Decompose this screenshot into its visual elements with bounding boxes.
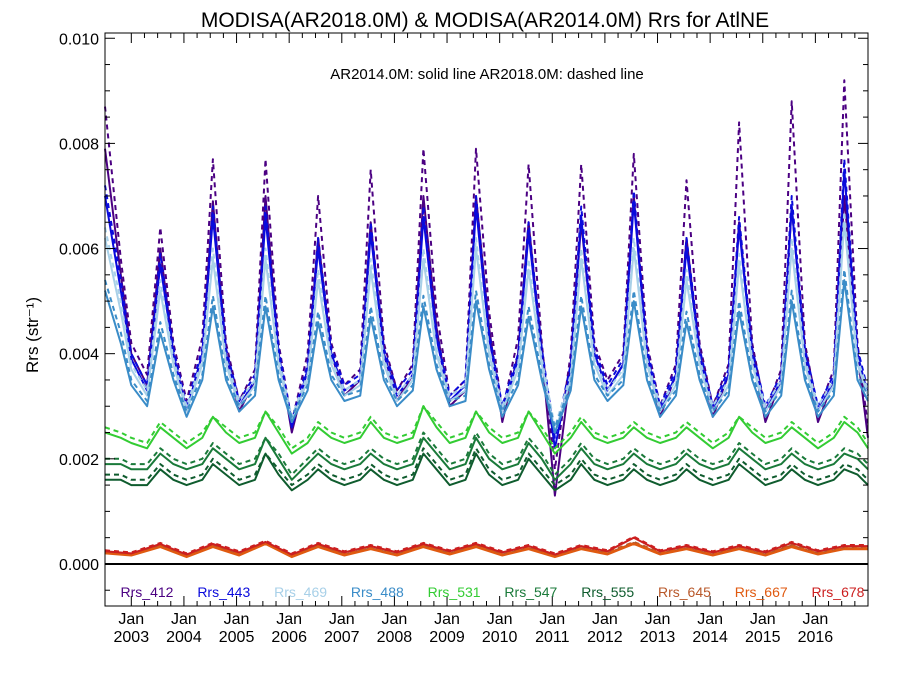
rrs-531-dashed-line [104, 405, 869, 450]
x-tick-year-label: 2014 [692, 629, 728, 646]
rrs-678-solid-line [104, 536, 868, 556]
x-tick-year-label: 2015 [745, 629, 781, 646]
x-axis-ticks: Jan2003Jan2004Jan2005Jan2006Jan2007Jan20… [114, 33, 856, 646]
legend-item-rrs-443: Rrs_443 [197, 584, 250, 600]
rrs-469-solid-line [104, 221, 869, 434]
x-tick-year-label: 2011 [535, 629, 570, 646]
x-tick-month-label: Jan [750, 611, 776, 628]
legend-item-rrs-469: Rrs_469 [274, 584, 327, 600]
rrs-469-dashed-line [104, 210, 869, 429]
x-tick-month-label: Jan [592, 611, 618, 628]
rrs-488-dashed-line [104, 268, 869, 429]
plot-lines [104, 79, 869, 559]
x-tick-month-label: Jan [171, 611, 197, 628]
legend-item-rrs-645: Rrs_645 [658, 584, 711, 600]
y-axis-ticks: 0.000 0.002 0.004 0.006 0.008 0.010 [59, 31, 868, 591]
x-tick-month-label: Jan [697, 611, 723, 628]
x-tick-year-label: 2005 [219, 629, 255, 646]
rrs-555-solid-line [105, 452, 869, 492]
x-tick-year-label: 2012 [587, 629, 623, 646]
y-tick-label: 0.006 [59, 242, 99, 259]
legend: Rrs_412 Rrs_443 Rrs_469 Rrs_488 Rrs_531 Rrs_5… [121, 584, 865, 600]
x-tick-month-label: Jan [382, 611, 408, 628]
x-tick-month-label: Jan [118, 611, 144, 628]
y-tick-label: 0.000 [59, 557, 99, 574]
x-tick-year-label: 2003 [114, 629, 150, 646]
x-tick-month-label: Jan [539, 611, 565, 628]
x-tick-year-label: 2007 [324, 629, 360, 646]
rrs-443-dashed-line [104, 158, 869, 439]
rrs-678-dashed-line [104, 535, 868, 555]
y-tick-label: 0.002 [59, 452, 99, 469]
x-tick-year-label: 2010 [482, 629, 518, 646]
legend-item-rrs-555: Rrs_555 [581, 584, 634, 600]
x-tick-year-label: 2009 [429, 629, 465, 646]
legend-item-rrs-531: Rrs_531 [428, 584, 481, 600]
x-tick-month-label: Jan [802, 611, 828, 628]
rrs-531-solid-line [104, 405, 869, 455]
y-tick-label: 0.004 [59, 347, 99, 364]
x-tick-year-label: 2008 [377, 629, 413, 646]
x-tick-year-label: 2013 [640, 629, 676, 646]
chart-title: MODISA(AR2018.0M) & MODISA(AR2014.0M) Rr… [201, 9, 769, 32]
rrs-412-dashed-line [104, 79, 869, 471]
x-tick-month-label: Jan [276, 611, 302, 628]
x-tick-year-label: 2004 [166, 629, 202, 646]
rrs-667-dashed-line [104, 541, 868, 558]
rrs-547-solid-line [105, 436, 869, 481]
y-tick-label: 0.010 [59, 31, 99, 48]
x-tick-month-label: Jan [645, 611, 671, 628]
x-tick-month-label: Jan [329, 611, 355, 628]
x-tick-year-label: 2016 [798, 629, 834, 646]
x-tick-year-label: 2006 [271, 629, 307, 646]
legend-item-rrs-678: Rrs_678 [812, 584, 865, 600]
y-tick-label: 0.008 [59, 136, 99, 153]
x-tick-month-label: Jan [224, 611, 250, 628]
y-axis-label: Rrs (str⁻¹) [23, 297, 42, 373]
legend-item-rrs-488: Rrs_488 [351, 584, 404, 600]
rrs-488-solid-line [104, 279, 869, 434]
legend-item-rrs-667: Rrs_667 [735, 584, 788, 600]
rrs-555-dashed-line [105, 447, 869, 487]
legend-item-rrs-547: Rrs_547 [504, 584, 557, 600]
x-tick-month-label: Jan [434, 611, 460, 628]
chart-subtitle: AR2014.0M: solid line AR2018.0M: dashed … [330, 66, 644, 83]
x-tick-month-label: Jan [487, 611, 513, 628]
legend-item-rrs-412: Rrs_412 [121, 584, 174, 600]
